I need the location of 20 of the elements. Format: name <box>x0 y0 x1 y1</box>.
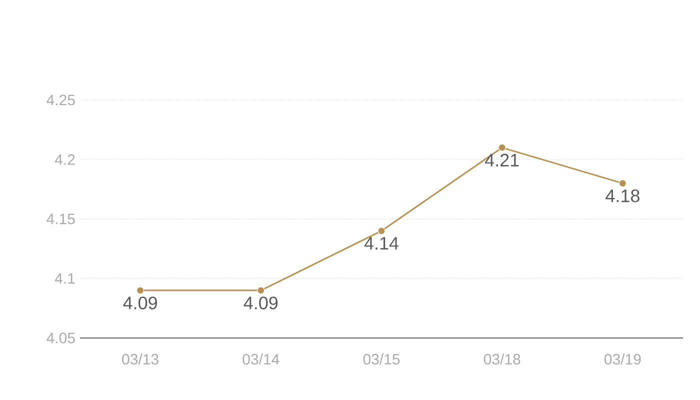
x-tick-label: 03/19 <box>604 354 641 365</box>
data-label: 4.09 <box>123 296 157 310</box>
y-tick-label: 4.25 <box>46 94 75 106</box>
x-tick-label: 03/18 <box>484 354 520 365</box>
x-tick-label: 03/13 <box>122 354 158 365</box>
data-label: 4.14 <box>364 237 398 250</box>
point <box>378 227 386 235</box>
y-tick-label: 4.15 <box>46 214 75 224</box>
y-tick-label: 4.2 <box>54 154 75 165</box>
data-label: 4.18 <box>606 189 640 202</box>
data-label: 4.09 <box>244 296 278 310</box>
point <box>498 144 506 152</box>
point <box>618 180 627 188</box>
point <box>257 286 265 294</box>
x-tick-label: 03/14 <box>242 354 280 365</box>
y-tick-label: 4.1 <box>54 273 75 284</box>
point <box>136 286 144 294</box>
x-tick-label: 03/15 <box>363 354 400 365</box>
data-label: 4.21 <box>484 154 519 166</box>
y-tick-label: 4.05 <box>46 332 75 344</box>
